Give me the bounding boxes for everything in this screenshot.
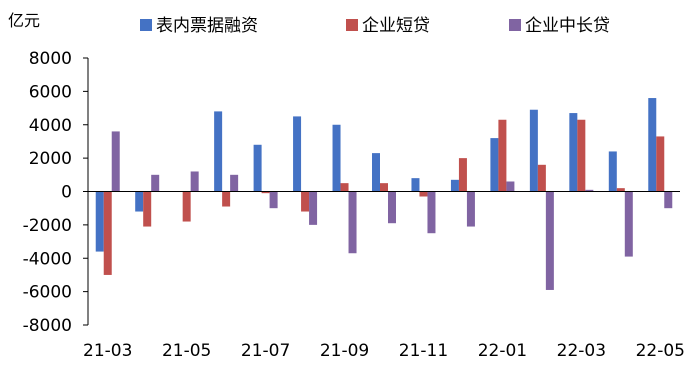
bar-series-2-22-05 <box>664 191 673 209</box>
bar-series-0-21-03 <box>95 191 104 252</box>
bar-series-2-21-09 <box>348 191 357 254</box>
bar-series-0-21-04 <box>135 191 144 212</box>
bar-series-1-21-11 <box>419 191 428 197</box>
bar-series-0-21-11 <box>411 178 420 192</box>
bar-series-0-21-08 <box>293 116 302 192</box>
bar-series-1-21-04 <box>143 191 152 227</box>
x-tick-label: 21-09 <box>320 341 369 361</box>
x-tick-label: 21-07 <box>241 341 290 361</box>
y-tick-label: 2000 <box>29 149 72 169</box>
y-tick-label: 6000 <box>29 82 72 102</box>
bars <box>95 98 673 290</box>
bar-series-1-22-03 <box>577 119 586 192</box>
bar-series-0-21-07 <box>253 144 262 192</box>
legend-swatch-2 <box>509 19 521 31</box>
legend-label-0: 表内票据融资 <box>156 16 258 36</box>
bar-series-0-21-06 <box>214 111 223 192</box>
bar-series-1-22-05 <box>656 136 665 192</box>
bar-series-0-22-01 <box>490 138 499 192</box>
y-axis-unit-label: 亿元 <box>8 11 40 30</box>
bar-series-0-22-05 <box>648 98 657 192</box>
y-tick-label: 8000 <box>29 49 72 69</box>
bar-series-2-21-03 <box>111 131 120 192</box>
bar-series-1-21-09 <box>340 183 349 192</box>
x-tick-label: 21-11 <box>399 341 448 361</box>
bar-series-0-22-03 <box>569 113 578 192</box>
bar-series-2-21-05 <box>190 171 199 192</box>
x-tick-label: 22-01 <box>478 341 527 361</box>
bar-series-1-22-04 <box>616 188 625 192</box>
legend-swatch-0 <box>140 19 152 31</box>
bar-series-1-22-01 <box>498 119 507 192</box>
bar-series-2-21-04 <box>151 174 160 192</box>
bar-series-1-22-02 <box>537 164 546 192</box>
bar-series-2-22-02 <box>545 191 554 290</box>
x-tick-label: 21-03 <box>83 341 132 361</box>
x-tick-label: 22-03 <box>557 341 606 361</box>
x-tick-labels: 21-03 21-05 21-07 21-09 21-11 22-01 22-03 22-05 <box>83 341 685 361</box>
x-tick-label: 22-05 <box>636 341 685 361</box>
bar-series-1-21-05 <box>182 191 191 222</box>
y-tick-label: 0 <box>61 183 72 203</box>
legend-label-1: 企业短贷 <box>362 16 430 36</box>
y-tick-label: 4000 <box>29 116 72 136</box>
bar-series-2-21-12 <box>466 191 475 227</box>
x-tick-label: 21-05 <box>162 341 211 361</box>
legend: 表内票据融资 企业短贷 企业中长贷 <box>140 16 610 36</box>
bar-series-0-21-12 <box>450 179 459 192</box>
bar-series-1-21-06 <box>222 191 231 207</box>
bar-series-2-21-07 <box>269 191 278 209</box>
y-tick-label: -4000 <box>23 249 72 269</box>
bar-series-1-21-07 <box>261 191 270 194</box>
bar-series-0-22-02 <box>529 109 538 192</box>
bar-series-2-21-06 <box>230 174 239 192</box>
bar-series-1-21-10 <box>380 183 388 192</box>
bar-series-2-21-10 <box>388 191 396 224</box>
y-tick-label: -8000 <box>23 316 72 336</box>
bar-series-1-21-08 <box>301 191 310 212</box>
bar-series-1-21-03 <box>103 191 112 275</box>
bar-series-2-22-01 <box>506 181 515 192</box>
bar-series-2-22-04 <box>624 191 633 257</box>
bar-series-1-21-12 <box>458 158 467 192</box>
bar-series-0-21-09 <box>332 124 341 192</box>
bar-series-0-21-10 <box>372 153 380 192</box>
legend-item-1: 企业短贷 <box>346 16 430 36</box>
bar-series-2-22-03 <box>585 189 594 192</box>
y-tick-marks <box>83 57 88 326</box>
legend-swatch-1 <box>346 19 358 31</box>
legend-item-0: 表内票据融资 <box>140 16 258 36</box>
bar-series-2-21-08 <box>309 191 318 225</box>
y-tick-label: -2000 <box>23 216 72 236</box>
y-tick-labels: 8000 6000 4000 2000 0 -2000 -4000 -6000 -8000 <box>23 49 72 336</box>
legend-item-2: 企业中长贷 <box>509 16 610 36</box>
bar-series-0-22-04 <box>608 151 617 192</box>
y-tick-label: -6000 <box>23 283 72 303</box>
legend-label-2: 企业中长贷 <box>525 16 610 36</box>
bar-series-2-21-11 <box>427 191 436 234</box>
